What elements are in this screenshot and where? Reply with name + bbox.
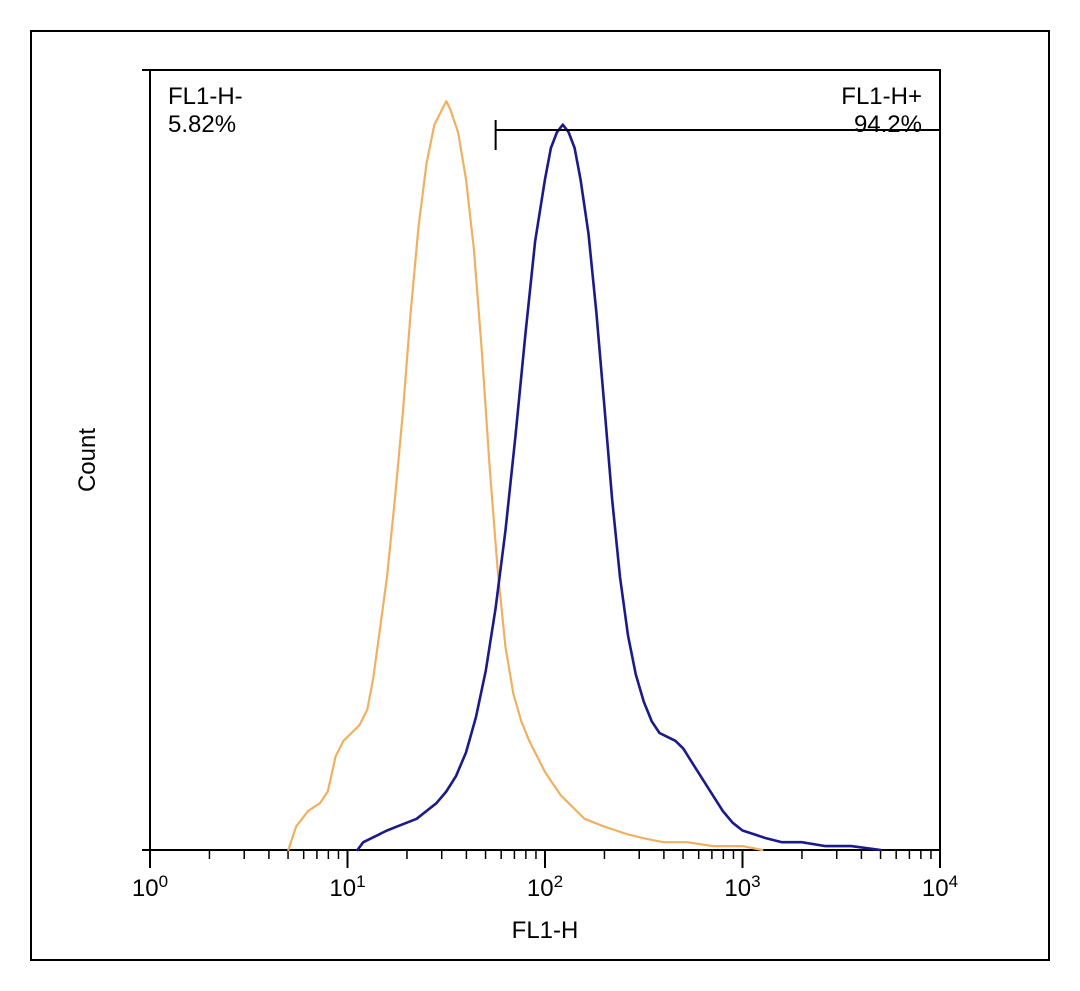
gate-percent-positive: 94.2% (854, 111, 922, 138)
y-axis-label: Count (74, 428, 101, 492)
svg-text:104: 104 (922, 872, 958, 903)
series-positive (357, 125, 880, 850)
series-negative (288, 101, 762, 850)
x-axis-ticks (150, 850, 940, 868)
svg-text:102: 102 (527, 872, 563, 903)
histogram-plot: 100 101 102 103 104 FL1-H Count FL1-H-5.82% FL1-… (0, 0, 1080, 991)
canvas: 100 101 102 103 104 FL1-H Count FL1-H-5.82% FL1-… (0, 0, 1080, 991)
gate-label-negative: FL1-H- (168, 83, 243, 110)
svg-text:100: 100 (132, 872, 168, 903)
x-axis-tick-labels: 100 101 102 103 104 (132, 872, 958, 903)
svg-text:103: 103 (724, 872, 760, 903)
gate-percent-negative: 5.82% (168, 111, 236, 138)
svg-text:101: 101 (329, 872, 365, 903)
gate-label-positive: FL1-H+ (841, 83, 922, 110)
x-axis-label: FL1-H (512, 917, 579, 944)
